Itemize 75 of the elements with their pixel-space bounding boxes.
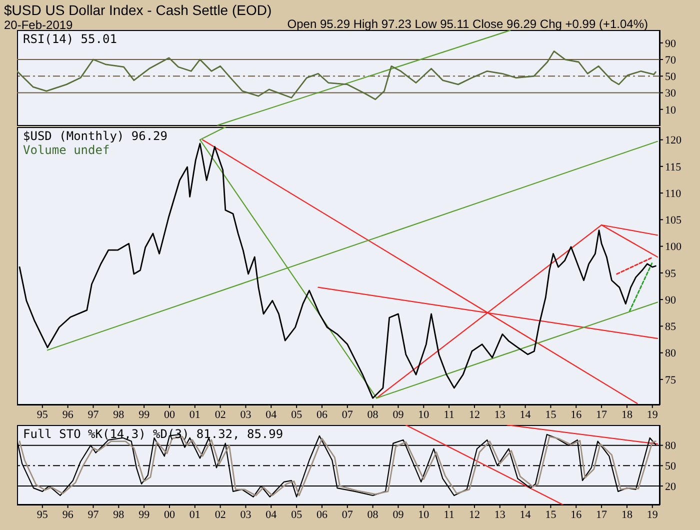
x-tick-label: 06 bbox=[316, 508, 328, 521]
x-tick-label: 16 bbox=[570, 508, 582, 521]
y-tick-label: 90 bbox=[665, 38, 676, 50]
y-tick-label: 30 bbox=[665, 88, 676, 100]
x-tick-label: 14 bbox=[520, 508, 532, 521]
x-tick-label: 10 bbox=[418, 508, 430, 521]
x-tick-label: 04 bbox=[266, 508, 278, 521]
y-tick-label: 10 bbox=[665, 104, 676, 116]
x-tick-label: 98 bbox=[113, 508, 125, 521]
x-tick-label: 09 bbox=[392, 408, 404, 421]
annotation: Full STO %K(14,3) %D(3) 81.32, 85.99 bbox=[23, 427, 284, 441]
x-tick-label: 13 bbox=[494, 408, 506, 421]
x-tick-label: 08 bbox=[367, 508, 379, 521]
x-tick-label: 05 bbox=[291, 408, 303, 421]
x-tick-label: 95 bbox=[36, 408, 48, 421]
y-tick-label: 70 bbox=[665, 54, 676, 66]
x-tick-label: 97 bbox=[88, 508, 100, 521]
x-tick-label: 96 bbox=[62, 508, 74, 521]
y-tick-label: 100 bbox=[665, 241, 682, 254]
annotation: $USD (Monthly) 96.29 bbox=[23, 129, 168, 143]
x-tick-label: 02 bbox=[214, 408, 226, 421]
x-tick-label: 17 bbox=[596, 508, 608, 521]
x-tick-label: 02 bbox=[214, 508, 226, 521]
x-tick-label: 15 bbox=[545, 508, 557, 521]
y-tick-label: 80 bbox=[665, 440, 676, 452]
x-tick-label: 08 bbox=[367, 408, 379, 421]
x-tick-label: 00 bbox=[164, 408, 176, 421]
x-tick-label: 06 bbox=[316, 408, 328, 421]
x-tick-label: 19 bbox=[646, 508, 658, 521]
y-tick-label: 50 bbox=[665, 460, 676, 473]
x-tick-label: 18 bbox=[621, 408, 633, 421]
x-tick-label: 16 bbox=[570, 408, 582, 421]
y-tick-label: 110 bbox=[665, 188, 682, 200]
x-tick-label: 13 bbox=[494, 508, 506, 521]
y-tick-label: 120 bbox=[665, 134, 682, 147]
x-tick-label: 07 bbox=[342, 508, 354, 521]
y-tick-label: 85 bbox=[665, 321, 676, 334]
x-tick-label: 15 bbox=[545, 408, 557, 421]
y-tick-label: 95 bbox=[665, 268, 676, 280]
x-tick-label: 11 bbox=[444, 408, 454, 421]
x-tick-label: 05 bbox=[291, 508, 303, 521]
x-tick-label: 14 bbox=[520, 408, 532, 421]
x-tick-label: 11 bbox=[444, 508, 454, 521]
x-tick-label: 95 bbox=[36, 508, 48, 521]
x-tick-label: 07 bbox=[342, 408, 354, 421]
annotation: Volume undef bbox=[23, 143, 111, 157]
x-tick-label: 03 bbox=[240, 508, 252, 521]
y-tick-label: 80 bbox=[665, 348, 676, 360]
x-tick-label: 01 bbox=[189, 408, 200, 421]
x-tick-label: 01 bbox=[189, 508, 200, 521]
x-tick-label: 99 bbox=[138, 508, 150, 521]
chart-subtitle: 20-Feb-2019 bbox=[4, 18, 74, 32]
x-tick-label: 98 bbox=[113, 408, 125, 421]
x-tick-label: 97 bbox=[88, 408, 100, 421]
x-tick-label: 03 bbox=[240, 408, 252, 421]
x-tick-label: 00 bbox=[164, 508, 176, 521]
y-tick-label: 50 bbox=[665, 71, 676, 84]
x-tick-label: 19 bbox=[646, 408, 658, 421]
annotation: RSI(14) 55.01 bbox=[23, 32, 117, 46]
x-tick-label: 04 bbox=[266, 408, 278, 421]
y-tick-label: 20 bbox=[665, 480, 676, 493]
y-tick-label: 105 bbox=[665, 214, 682, 227]
x-tick-label: 17 bbox=[596, 408, 608, 421]
x-tick-label: 99 bbox=[138, 408, 150, 421]
y-tick-label: 75 bbox=[665, 374, 676, 386]
y-tick-label: 90 bbox=[665, 294, 676, 306]
x-tick-label: 18 bbox=[621, 508, 633, 521]
x-tick-label: 96 bbox=[62, 408, 74, 421]
chart-title: $USD US Dollar Index - Cash Settle (EOD) bbox=[4, 2, 272, 18]
annotation: Open 95.29 High 97.23 Low 95.11 Close 96.29 Chg +0.99 (+1.04%) bbox=[287, 17, 648, 31]
y-tick-label: 115 bbox=[665, 161, 682, 174]
x-tick-label: 09 bbox=[392, 508, 404, 521]
x-tick-label: 12 bbox=[468, 408, 480, 421]
x-tick-label: 10 bbox=[418, 408, 430, 421]
x-tick-label: 12 bbox=[468, 508, 480, 521]
